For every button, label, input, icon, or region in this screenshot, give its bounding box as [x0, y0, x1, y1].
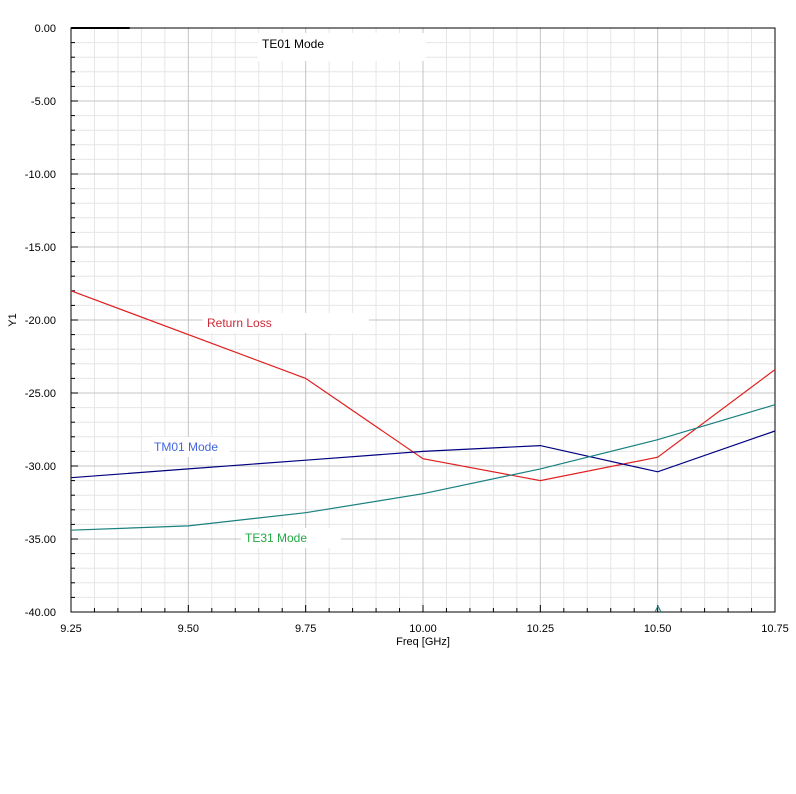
y-tick-label: -35.00 — [25, 534, 56, 546]
y-axis-title: Y1 — [7, 313, 19, 326]
x-tick-label: 9.25 — [60, 623, 81, 635]
x-axis-marker — [654, 604, 662, 613]
y-tick-label: -15.00 — [25, 242, 56, 254]
x-tick-labels: 9.25 9.50 9.75 10.00 10.25 10.50 10.75 — [60, 623, 788, 635]
tm01-mode-line — [70, 430, 776, 479]
te31-label-box — [241, 528, 341, 548]
series-layer — [70, 27, 776, 531]
y-tick-label: -25.00 — [25, 388, 56, 400]
x-tick-label: 10.75 — [761, 623, 789, 635]
te01-mode-label: TE01 Mode — [262, 37, 324, 51]
x-tick-label: 9.75 — [295, 623, 316, 635]
x-tick-label: 10.50 — [644, 623, 672, 635]
tm01-label-box — [150, 437, 230, 457]
y-tick-label: -5.00 — [31, 96, 56, 108]
te01-label-box — [258, 33, 426, 61]
return-loss-line — [70, 290, 776, 482]
te31-mode-label: TE31 Mode — [245, 531, 307, 545]
y-tick-label: -40.00 — [25, 607, 56, 619]
axis-ticks — [71, 42, 753, 612]
x-axis-title: Freq [GHz] — [396, 636, 450, 648]
return-loss-label-box — [203, 313, 369, 333]
y-tick-label: -20.00 — [25, 315, 56, 327]
y-tick-label: -10.00 — [25, 169, 56, 181]
x-tick-label: 10.25 — [527, 623, 555, 635]
y-tick-labels: 0.00 -5.00 -10.00 -15.00 -20.00 -25.00 -30.00 -… — [25, 23, 56, 619]
y-tick-label: 0.00 — [35, 23, 56, 35]
return-loss-label: Return Loss — [207, 316, 272, 330]
y-tick-label: -30.00 — [25, 461, 56, 473]
x-tick-label: 9.50 — [178, 623, 199, 635]
x-tick-label: 10.00 — [409, 623, 437, 635]
te31-mode-line — [70, 404, 776, 531]
tm01-mode-label: TM01 Mode — [154, 440, 218, 454]
